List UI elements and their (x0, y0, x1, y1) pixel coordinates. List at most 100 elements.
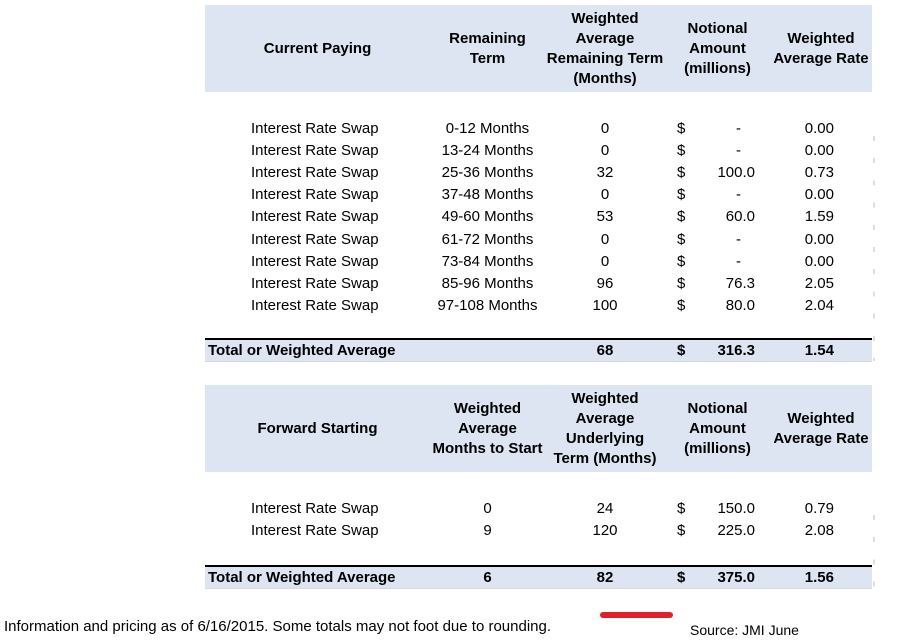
row-amount: 60.0 (725, 208, 755, 226)
total-months-to-start: 6 (483, 569, 492, 586)
row-term: 0 (483, 499, 492, 517)
row-term: 61-72 Months (441, 230, 534, 248)
row-notional-cell: $150.0 (665, 500, 770, 517)
row-months: 0 (600, 230, 610, 248)
row-label: Interest Rate Swap (251, 297, 379, 315)
header-label: Weighted Average Months to Start (432, 399, 543, 457)
source-credit: Source: JMI June (690, 622, 799, 638)
row-notional-cell: $225.0 (665, 522, 770, 539)
header-label: Remaining Term (449, 29, 526, 67)
row-rate: 2.04 (804, 297, 834, 315)
row-amount: 76.3 (725, 274, 755, 292)
red-underline-bar (600, 612, 673, 618)
currency-symbol: $ (677, 186, 686, 204)
header-cell-remaining-term: Remaining Term (430, 5, 545, 92)
row-label: Interest Rate Swap (251, 141, 379, 159)
row-amount: 225.0 (717, 521, 755, 539)
row-label: Interest Rate Swap (251, 499, 379, 517)
table-row: Interest Rate Swap 13-24 Months 0 $ -0.00 (205, 139, 872, 161)
row-label: Interest Rate Swap (251, 252, 379, 270)
row-amount: - (736, 186, 741, 204)
currency-symbol: $ (677, 274, 686, 292)
row-label: Interest Rate Swap (251, 230, 379, 248)
header-cell-wa-rate: Weighted Average Rate (770, 5, 872, 92)
row-label: Interest Rate Swap (251, 119, 379, 137)
currency-symbol: $ (677, 119, 686, 137)
header-label: Weighted Average Rate (773, 409, 869, 447)
header-cell-wa-remaining-term: Weighted Average Remaining Term (Months) (545, 5, 665, 92)
table-row: Interest Rate Swap 73-84 Months 0 $ -0.00 (205, 250, 872, 272)
row-rate: 0.79 (804, 499, 834, 517)
row-notional-cell: $ - (665, 253, 770, 270)
row-label: Interest Rate Swap (251, 208, 379, 226)
currency-symbol: $ (677, 252, 686, 270)
row-rate: 1.59 (804, 208, 834, 226)
row-amount: - (736, 252, 741, 270)
row-label: Interest Rate Swap (251, 521, 379, 539)
total-rate: 1.54 (804, 342, 834, 359)
footnote: Information and pricing as of 6/16/2015.… (4, 618, 552, 635)
row-notional-cell: $80.0 (665, 297, 770, 314)
header-cell-wa-months-to-start: Weighted Average Months to Start (430, 385, 545, 472)
forward-starting-rows: Interest Rate Swap 0 24 $150.0 0.79 Interest … (205, 497, 872, 541)
row-term: 0-12 Months (445, 119, 530, 137)
header-label: Weighted Average Remaining Term (Months) (546, 9, 664, 87)
total-label: Total or Weighted Average (208, 569, 396, 586)
total-notional-cell: $ 375.0 (665, 569, 770, 586)
row-months: 53 (596, 208, 614, 226)
table-row: Interest Rate Swap 85-96 Months 96 $76.3 2.0… (205, 272, 872, 294)
row-notional-cell: $ - (665, 231, 770, 248)
row-term: 25-36 Months (441, 163, 534, 181)
header-cell-notional-amount: Notional Amount (millions) (665, 5, 770, 92)
row-months: 24 (596, 499, 614, 517)
forward-starting-total-row: Total or Weighted Average 6 82 $ 375.0 1… (205, 565, 872, 589)
total-amount: 316.3 (717, 342, 755, 359)
row-rate: 0.73 (804, 163, 834, 181)
header-label: Notional Amount (millions) (684, 19, 751, 77)
row-months: 32 (596, 163, 614, 181)
header-label: Forward Starting (257, 419, 378, 437)
header-cell-wa-underlying-term: Weighted Average Underlying Term (Months… (545, 385, 665, 472)
row-rate: 2.05 (804, 274, 834, 292)
total-label: Total or Weighted Average (208, 342, 396, 359)
total-amount: 375.0 (717, 569, 755, 586)
row-term: 73-84 Months (441, 252, 534, 270)
row-notional-cell: $76.3 (665, 275, 770, 292)
row-months: 0 (600, 252, 610, 270)
row-term: 97-108 Months (437, 297, 538, 315)
currency-symbol: $ (677, 499, 686, 517)
row-months: 0 (600, 141, 610, 159)
current-paying-header: Current Paying Remaining Term Weighted A… (205, 5, 872, 92)
row-label: Interest Rate Swap (251, 163, 379, 181)
row-notional-cell: $60.0 (665, 208, 770, 225)
table-row: Interest Rate Swap 61-72 Months 0 $ - 0.00 (205, 228, 872, 250)
row-rate: 0.00 (804, 119, 834, 137)
table-row: Interest Rate Swap 97-108 Months 100 $80.0 2… (205, 295, 872, 317)
header-cell-notional-amount: Notional Amount (millions) (665, 385, 770, 472)
currency-symbol: $ (677, 521, 686, 539)
table-row: Interest Rate Swap 25-36 Months 32 $100.0 0.… (205, 161, 872, 183)
row-rate: 0.00 (804, 186, 834, 204)
row-months: 120 (592, 521, 618, 539)
row-label: Interest Rate Swap (251, 274, 379, 292)
row-amount: 80.0 (725, 297, 755, 315)
row-term: 85-96 Months (441, 274, 534, 292)
row-amount: - (736, 119, 741, 137)
currency-symbol: $ (677, 230, 686, 248)
forward-starting-header: Forward Starting Weighted Average Months… (205, 385, 872, 472)
current-paying-total-row: Total or Weighted Average 68 $ 316.3 1.5… (205, 338, 872, 362)
row-amount: - (736, 141, 741, 159)
row-months: 0 (600, 186, 610, 204)
row-term: 49-60 Months (441, 208, 534, 226)
table-row: Interest Rate Swap 9 120 $225.0 2.08 (205, 519, 872, 541)
header-cell-current-paying: Current Paying (205, 5, 430, 92)
row-rate: 0.00 (804, 230, 834, 248)
row-months: 100 (592, 297, 618, 315)
table-row: Interest Rate Swap 49-60 Months 53 $60.0 1.5… (205, 206, 872, 228)
row-term: 9 (483, 521, 492, 539)
table-row: Interest Rate Swap 0 24 $150.0 0.79 (205, 497, 872, 519)
current-paying-rows: Interest Rate Swap 0-12 Months 0 $ -0.00 Inte… (205, 117, 872, 317)
header-cell-wa-rate: Weighted Average Rate (770, 385, 872, 472)
row-notional-cell: $ - (665, 142, 770, 159)
gridline-artifact (873, 515, 875, 587)
